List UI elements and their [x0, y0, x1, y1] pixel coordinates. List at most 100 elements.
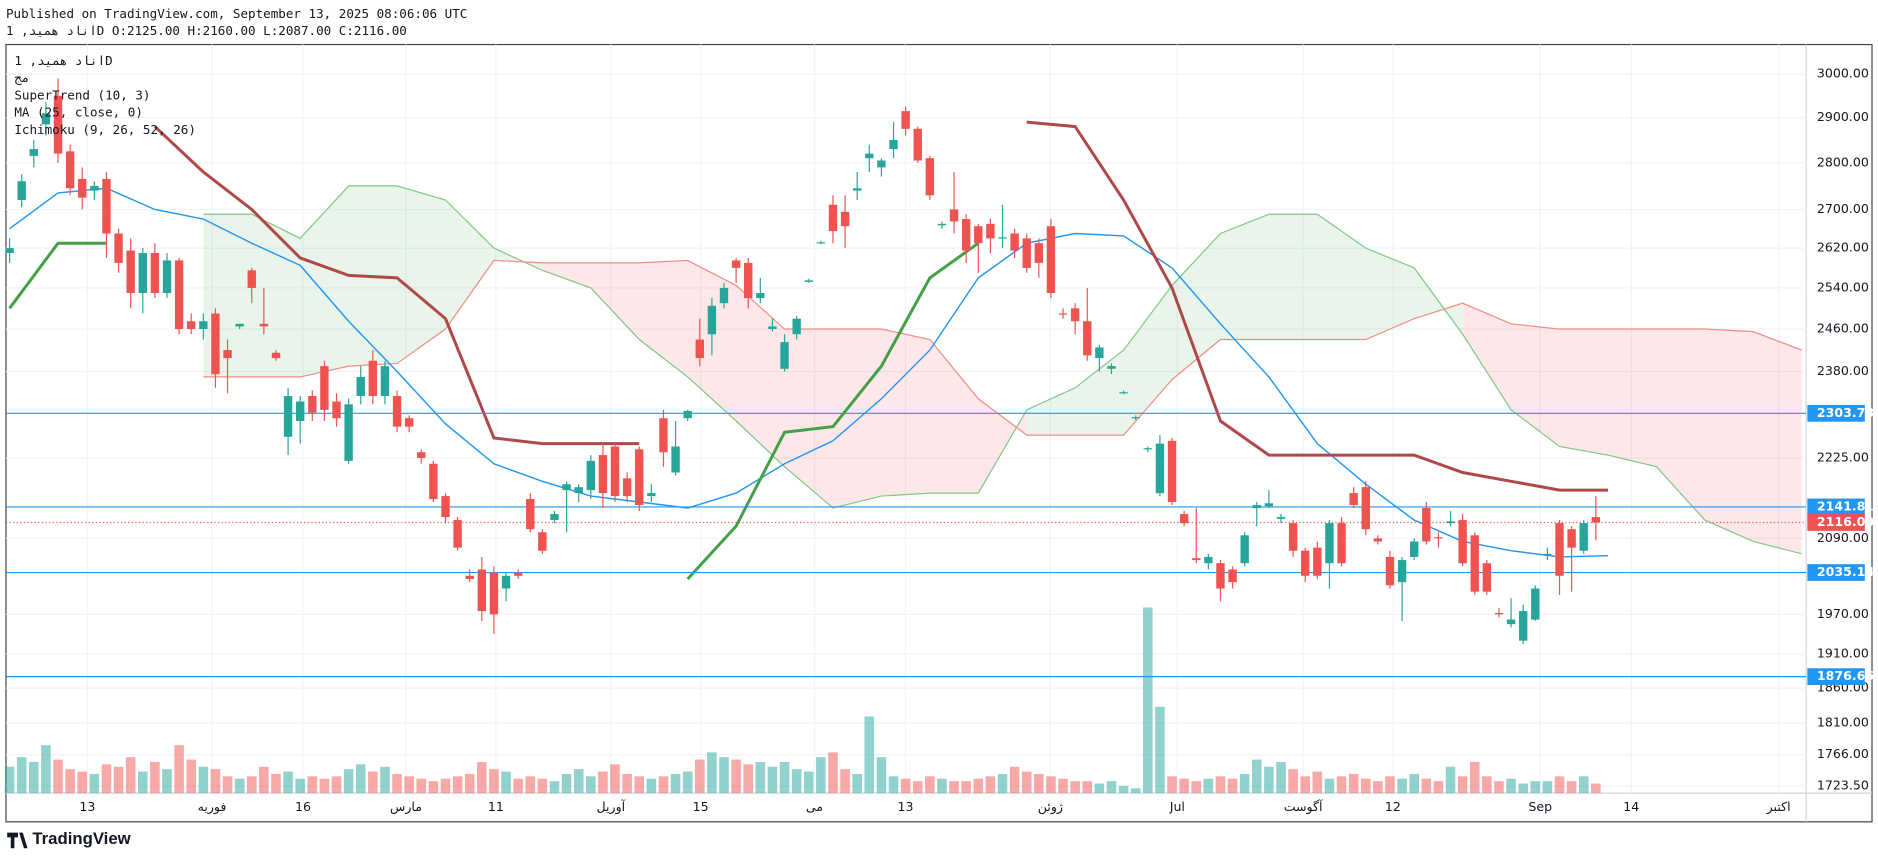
candle-body: [974, 226, 983, 244]
published-line: Published on TradingView.com, September …: [6, 6, 467, 21]
price-label: 2141.81: [1817, 498, 1874, 513]
x-tick-label: فوریه: [198, 799, 227, 815]
volume-bar: [646, 778, 657, 794]
legend-entry: مج: [14, 70, 29, 86]
volume-bar: [210, 769, 221, 794]
volume-bar: [259, 766, 269, 794]
candle-body: [320, 366, 329, 410]
volume-bar: [1360, 778, 1371, 794]
price-label: 1876.66: [1817, 668, 1874, 683]
candle-body: [1325, 523, 1334, 564]
volume-bar: [549, 781, 560, 794]
volume-bar: [1070, 781, 1080, 794]
candle-body: [65, 151, 75, 189]
volume-bar: [125, 757, 136, 794]
candle-body: [1034, 243, 1044, 263]
y-tick-label: 1766.00: [1817, 746, 1869, 761]
volume-layer: [4, 607, 1601, 794]
volume-bar: [1046, 776, 1056, 794]
volume-bar: [658, 776, 669, 794]
price-label: 2303.73: [1817, 405, 1874, 420]
volume-bar: [319, 778, 330, 794]
candle-body: [889, 140, 898, 150]
candle-body: [211, 313, 220, 375]
candle-body: [1361, 487, 1370, 530]
volume-bar: [1312, 771, 1323, 794]
volume-bar: [1494, 781, 1504, 794]
volume-bar: [162, 769, 172, 794]
candle-body: [1349, 493, 1358, 506]
volume-bar: [973, 778, 984, 794]
candle-body: [513, 572, 523, 576]
volume-bar: [1276, 761, 1286, 794]
candle-body: [949, 209, 959, 222]
candle-body: [877, 160, 886, 168]
volume-bar: [1433, 781, 1444, 794]
candle-body: [283, 396, 293, 437]
ichimoku-cloud-segment: [881, 329, 930, 497]
volume-bar: [150, 761, 160, 794]
candle-body: [1179, 514, 1189, 524]
candle-body: [404, 418, 414, 427]
volume-bar: [1506, 778, 1516, 794]
candle-body: [1083, 321, 1092, 356]
candle-body: [816, 242, 826, 244]
candle-body: [961, 219, 971, 251]
price-label: 2035.14: [1817, 564, 1874, 579]
candle-body: [356, 376, 365, 397]
candle-body: [1494, 613, 1504, 615]
ichimoku-cloud-segment: [1656, 329, 1705, 521]
volume-bar: [925, 776, 935, 794]
volume-bar: [222, 776, 233, 794]
y-tick-label: 2800.00: [1817, 154, 1869, 169]
logo-text: TradingView: [32, 829, 131, 848]
candle-body: [780, 342, 789, 369]
volume-bar: [186, 759, 197, 794]
ichimoku-span-b-line: [203, 259, 1802, 436]
y-tick-label: 2090.00: [1817, 530, 1869, 545]
candle-body: [453, 520, 462, 548]
volume-bar: [53, 759, 63, 794]
candle-body: [598, 455, 608, 494]
ichimoku-cloud-segment: [1026, 387, 1076, 436]
candle-body: [526, 499, 535, 530]
volume-bar: [961, 781, 971, 794]
candle-body: [1579, 523, 1588, 551]
volume-bar: [1094, 783, 1105, 794]
candle-body: [187, 321, 196, 330]
volume-bar: [1239, 773, 1250, 794]
candle-body: [102, 178, 111, 234]
volume-bar: [573, 769, 584, 794]
candle-body: [913, 128, 922, 161]
volume-bar: [1215, 776, 1226, 794]
candle-body: [1240, 535, 1249, 564]
volume-bar: [1336, 776, 1347, 794]
ichimoku-cloud-segment: [397, 185, 446, 364]
ichimoku-cloud-segment: [784, 329, 833, 509]
candle-body: [1422, 508, 1431, 542]
supertrend-down-line: [153, 120, 1608, 492]
candle-body: [1482, 563, 1492, 592]
candle-body: [719, 287, 729, 304]
candle-body: [259, 323, 269, 327]
y-tick-label: 1723.50: [1817, 778, 1869, 793]
volume-bar: [997, 773, 1008, 794]
volume-bar: [767, 766, 778, 794]
volume-bar: [428, 781, 439, 794]
volume-bar: [876, 757, 887, 794]
candle-body: [1518, 611, 1528, 641]
candle-body: [671, 446, 680, 473]
volume-bar: [743, 764, 754, 794]
indicator-layer: [5, 120, 1807, 678]
volume-bar: [307, 776, 318, 794]
candle-body: [828, 204, 838, 232]
candle-body: [1276, 517, 1286, 519]
x-tick-label: آگوست: [1284, 799, 1323, 815]
candle-body: [138, 253, 147, 293]
candle-body: [1385, 556, 1395, 586]
volume-bar: [4, 766, 15, 794]
ichimoku-cloud-segment: [978, 398, 1027, 494]
candle-body: [1288, 523, 1298, 551]
volume-bar: [937, 778, 947, 794]
y-tick-label: 1970.00: [1817, 606, 1869, 621]
